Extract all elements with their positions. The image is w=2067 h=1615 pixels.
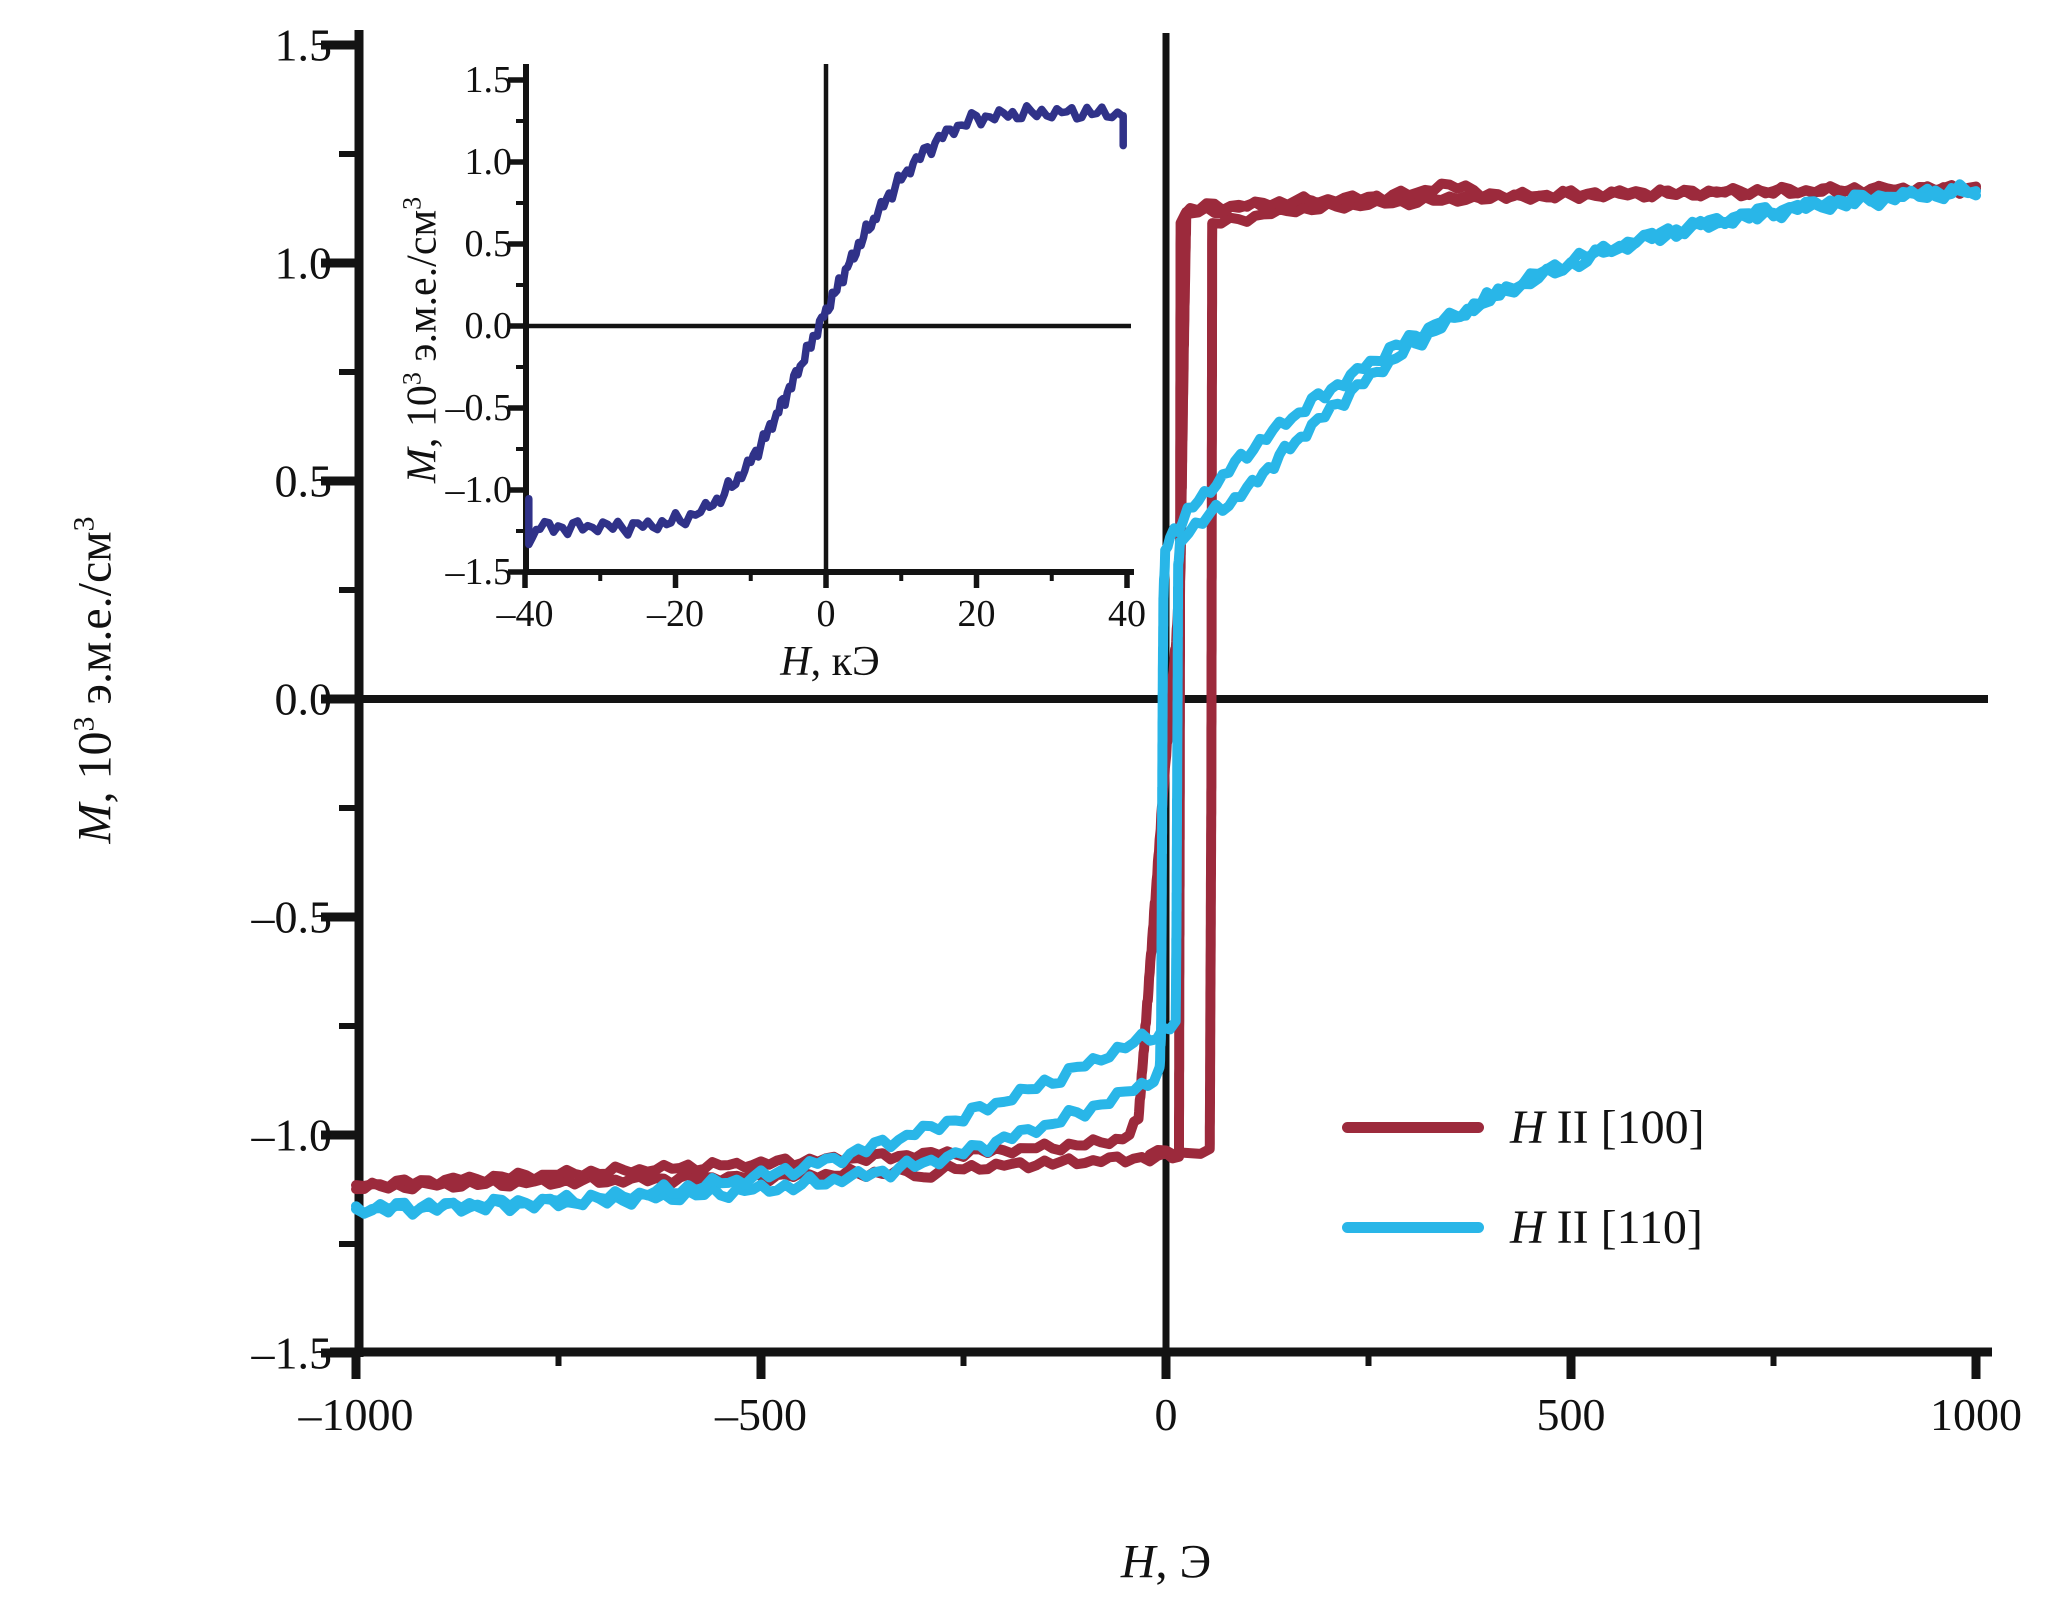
legend-line-h100 <box>1342 1122 1484 1133</box>
main-y-axis-label: M, 103 э.м.е./см3 <box>67 516 122 844</box>
tick-label: 0 <box>1154 1389 1178 1440</box>
tick-label: –40 <box>496 593 554 635</box>
data-curve <box>351 179 1981 1219</box>
main-x-axis-label: H, Э <box>1120 1535 1212 1589</box>
tick-label: 0.0 <box>464 305 513 347</box>
tick-label: 1.5 <box>464 59 513 101</box>
tick-label: –0.5 <box>445 387 513 429</box>
tick-label: 0.0 <box>274 673 333 725</box>
tick-label: 0 <box>816 593 836 635</box>
legend-item-h110: H II [110] <box>1342 1200 1703 1255</box>
tick-label: –1.0 <box>251 1109 333 1161</box>
tick-label: –0.5 <box>251 891 333 943</box>
tick-label: 500 <box>1536 1389 1606 1440</box>
tick-label: 0.5 <box>274 455 333 507</box>
tick-label: 0.5 <box>464 223 513 265</box>
legend-item-h100: H II [100] <box>1342 1100 1705 1155</box>
inset-x-axis-label: H, кЭ <box>780 639 880 685</box>
tick-label: 40 <box>1108 593 1146 635</box>
tick-label: 1000 <box>1930 1389 2022 1440</box>
legend-label-h110: H II [110] <box>1510 1201 1703 1254</box>
tick-label: –1000 <box>298 1389 414 1440</box>
inset-y-axis-label: M, 103 э.м.е./см3 <box>397 196 446 484</box>
tick-label: –1.5 <box>445 551 513 593</box>
tick-label: –1.0 <box>445 469 513 511</box>
inset-x-axis-variable: H <box>780 639 811 685</box>
legend-line-h110 <box>1342 1222 1484 1233</box>
main-x-axis-variable: H <box>1120 1535 1156 1589</box>
main-y-axis-variable: M <box>68 803 122 844</box>
data-curve <box>525 102 1127 549</box>
tick-label: –20 <box>647 593 704 635</box>
tick-label: 1.0 <box>274 237 333 289</box>
legend-label-h100: H II [100] <box>1510 1101 1705 1154</box>
inset-y-axis-variable: M <box>399 448 446 484</box>
tick-label: –500 <box>715 1389 807 1440</box>
tick-label: 1.5 <box>274 19 333 71</box>
data-curve <box>1144 191 1495 1160</box>
tick-label: 1.0 <box>464 141 513 183</box>
tick-label: 20 <box>957 593 996 635</box>
tick-label: –1.5 <box>251 1327 333 1379</box>
